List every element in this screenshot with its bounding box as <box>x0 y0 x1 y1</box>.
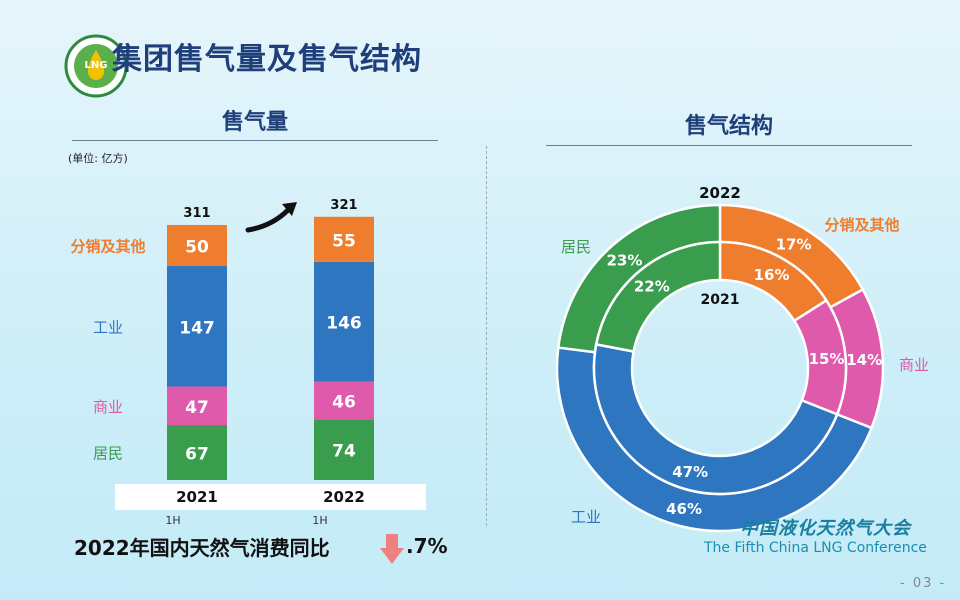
consumption-percent: .7% <box>406 534 448 558</box>
bar-value-label: 74 <box>332 442 356 462</box>
category-label-2022: 2022 <box>323 488 365 506</box>
donut-slice-2021-3 <box>594 240 722 353</box>
lng-conference-logo: LNG <box>64 32 128 102</box>
page-title: 集团售气量及售气结构 <box>112 42 422 77</box>
donut-category-label-2: 工业 <box>571 508 601 526</box>
bar-value-label: 146 <box>326 314 362 334</box>
bar-segment-2022-3 <box>314 216 374 262</box>
bar-value-label: 46 <box>332 392 356 412</box>
consumption-text: 2022年国内天然气消费同比 <box>74 536 330 560</box>
donut-pct-label: 17% <box>776 236 812 254</box>
sales-volume-subtitle: 售气量 <box>221 110 288 135</box>
bar-segment-2022-1 <box>314 381 374 420</box>
bar-segment-2021-3 <box>167 224 227 266</box>
bar-total-label: 311 <box>183 206 210 221</box>
donut-pct-label: 23% <box>606 252 642 270</box>
ring-label-2022: 2022 <box>699 184 741 202</box>
period-label: 1H <box>165 514 180 527</box>
donut-category-label-0: 分销及其他 <box>824 216 899 234</box>
bar-segment-2022-2 <box>314 261 374 382</box>
bar-segment-2021-0 <box>167 425 227 480</box>
donut-pct-label: 14% <box>846 351 882 369</box>
donut-pct-label: 46% <box>666 500 702 518</box>
bar-segment-2021-2 <box>167 265 227 387</box>
donut-pct-label: 15% <box>809 350 845 368</box>
period-label: 1H <box>312 514 327 527</box>
conference-name-en: The Fifth China LNG Conference <box>704 540 927 556</box>
category-label-box <box>115 484 275 510</box>
donut-category-label-1: 商业 <box>899 356 929 374</box>
donut-pct-label: 16% <box>754 266 790 284</box>
donut-pct-label: 47% <box>672 463 708 481</box>
down-arrow-icon <box>380 534 404 564</box>
category-label-box <box>266 484 426 510</box>
bar-value-label: 55 <box>332 231 356 251</box>
bar-segment-2022-0 <box>314 419 374 480</box>
series-label-3: 分销及其他 <box>70 237 145 255</box>
growth-arrow-icon <box>245 207 291 233</box>
bar-value-label: 47 <box>185 398 209 418</box>
page-number: - 03 - <box>900 576 947 591</box>
bar-value-label: 147 <box>179 318 215 338</box>
series-label-1: 商业 <box>93 398 123 416</box>
sales-structure-subtitle: 售气结构 <box>684 114 773 139</box>
ring-label-2021: 2021 <box>701 292 740 308</box>
series-label-2: 工业 <box>93 318 123 336</box>
donut-category-label-3: 居民 <box>561 238 591 256</box>
growth-arrowhead-icon <box>282 202 297 216</box>
bar-total-label: 321 <box>330 198 357 213</box>
donut-pct-label: 22% <box>634 278 670 296</box>
panel-divider <box>486 146 487 526</box>
series-label-0: 居民 <box>93 445 123 463</box>
logo-text: LNG <box>85 60 108 71</box>
bar-value-label: 67 <box>185 445 209 465</box>
right-subtitle-underline <box>546 145 912 146</box>
left-subtitle-underline <box>72 140 438 141</box>
unit-label: (单位: 亿方) <box>68 152 128 165</box>
bar-value-label: 50 <box>185 237 209 257</box>
bar-segment-2021-1 <box>167 386 227 426</box>
category-label-2021: 2021 <box>176 488 218 506</box>
donut-slice-2021-2 <box>592 342 839 496</box>
stacked-bar-chart: 67 47 147 50 311 2021 1H 74 46 146 55 321 2022 1H 居民 商业… <box>70 197 426 527</box>
conference-name-cn: 中国液化天然气大会 <box>740 518 911 539</box>
